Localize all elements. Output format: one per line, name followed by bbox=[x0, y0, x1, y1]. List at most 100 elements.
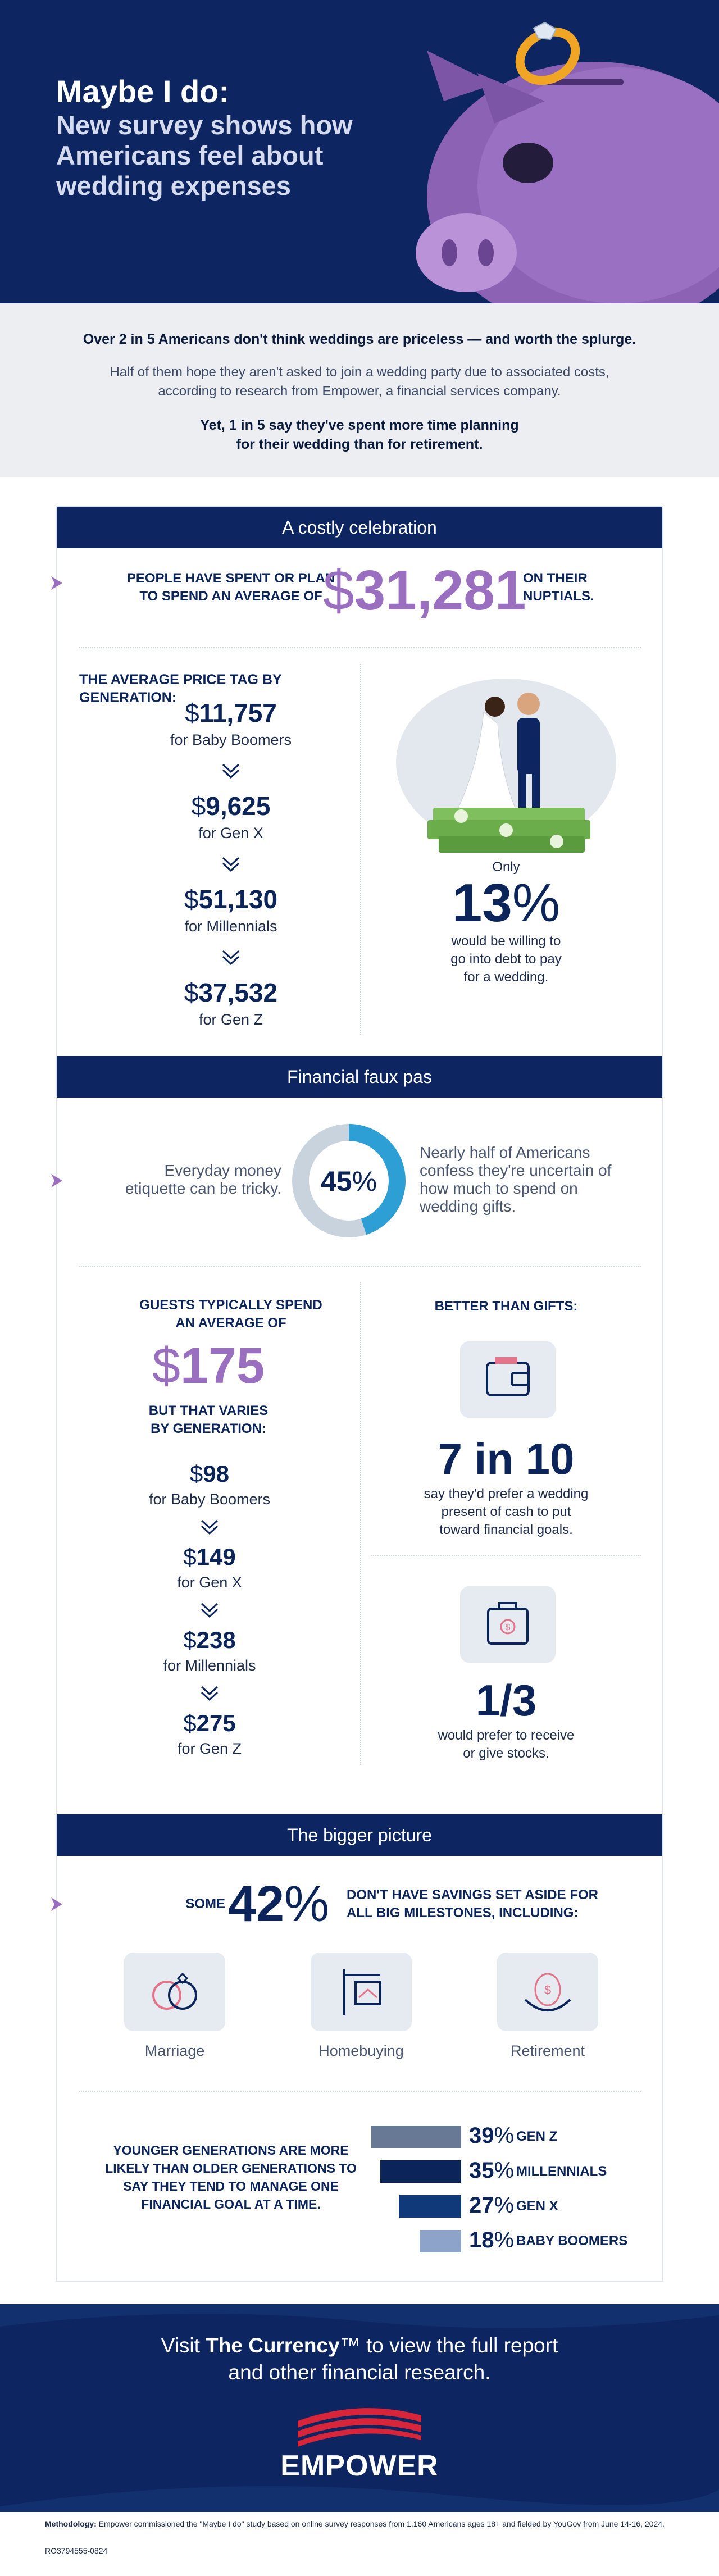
arrow-right-icon bbox=[51, 576, 62, 590]
methodology-note: Methodology: Empower commissioned the "M… bbox=[45, 2519, 674, 2528]
milestone-marriage-label: Marriage bbox=[144, 2042, 205, 2059]
nest-egg-icon: $ bbox=[524, 1973, 571, 2011]
svg-text:$: $ bbox=[506, 1623, 511, 1632]
guests-spend-amount: 175 bbox=[180, 1338, 265, 1394]
generation-bar-chart: 39% GEN Z 35% MILLENNIALS 27% GEN X 18% BABY BO… bbox=[57, 507, 662, 2281]
intro-yet: Yet, 1 in 5 say they've spent more time … bbox=[0, 416, 719, 454]
gen-price-boomers: $11,757 bbox=[147, 698, 315, 728]
section-header-bigger: The bigger picture bbox=[57, 1814, 662, 1856]
varies-line1: BUT THAT VARIES bbox=[148, 1403, 269, 1418]
piggy-bank-illustration bbox=[416, 21, 719, 303]
some-label: SOME bbox=[185, 1896, 225, 1911]
gift-uncertain-line2: confess they're uncertain of bbox=[420, 1162, 612, 1179]
bar-gen-x bbox=[399, 2195, 461, 2218]
currency-symbol: $ bbox=[185, 698, 199, 727]
milestone-homebuying-label: Homebuying bbox=[318, 2042, 404, 2059]
intro-yet-line2: for their wedding than for retirement. bbox=[236, 436, 483, 452]
younger-line4: FINANCIAL GOAL AT A TIME. bbox=[141, 2197, 321, 2211]
hero-title: Maybe I do: New survey shows how America… bbox=[56, 73, 393, 201]
guests-spend-line1: GUESTS TYPICALLY SPEND bbox=[139, 1298, 322, 1313]
gift-uncertain-line4: wedding gifts. bbox=[420, 1198, 516, 1215]
chevron-down-icon bbox=[222, 763, 240, 779]
percent-sign: % bbox=[352, 1166, 377, 1197]
bar-value-number: 27 bbox=[469, 2193, 494, 2218]
donut-value: 45% bbox=[292, 1165, 406, 1198]
percent-sign: % bbox=[284, 1876, 330, 1932]
chevron-down-icon bbox=[201, 1686, 219, 1701]
content-card: A costly celebration PEOPLE HAVE SPENT O… bbox=[51, 506, 663, 2282]
currency-symbol: $ bbox=[183, 1710, 197, 1736]
intro-yet-line1: Yet, 1 in 5 say they've spent more time … bbox=[200, 417, 519, 433]
bar-category-label: GEN Z bbox=[516, 2129, 558, 2144]
percent-sign: % bbox=[512, 873, 561, 933]
trademark: ™ bbox=[339, 2334, 361, 2357]
average-spend-label: PEOPLE HAVE SPENT OR PLAN TO SPEND AN AV… bbox=[124, 570, 338, 606]
chevron-down-icon bbox=[222, 950, 240, 966]
bar-value-label: 39% bbox=[469, 2123, 514, 2149]
currency-symbol: $ bbox=[183, 1544, 197, 1570]
chevron-down-icon bbox=[201, 1519, 219, 1535]
debt-number: 13 bbox=[452, 873, 512, 933]
third-caption-line1: would prefer to receive bbox=[438, 1728, 575, 1743]
etiquette-text-line2: etiquette can be tricky. bbox=[125, 1180, 281, 1197]
bar-category-label: MILLENNIALS bbox=[516, 2164, 607, 2179]
rings-icon bbox=[152, 1972, 197, 2010]
footer-banner: Visit The Currency™ to view the full rep… bbox=[0, 2304, 719, 2512]
house-icon-box bbox=[311, 1953, 412, 2031]
divider bbox=[360, 1282, 361, 1765]
bar-value-label: 35% bbox=[469, 2158, 514, 2183]
methodology-text: Empower commissioned the "Maybe I do" st… bbox=[96, 2519, 665, 2528]
visit-line1: Visit The Currency™ to view the full rep… bbox=[0, 2332, 719, 2359]
gen-price-genx: $9,625 bbox=[147, 791, 315, 821]
wedding-couple-illustration bbox=[396, 679, 616, 853]
etiquette-text: Everyday money etiquette can be tricky. bbox=[90, 1162, 281, 1198]
average-spend-amount: 31,281 bbox=[354, 559, 526, 622]
bar-millennials bbox=[380, 2160, 461, 2183]
divider bbox=[79, 1266, 641, 1267]
gift-millennials: $238 bbox=[125, 1627, 294, 1654]
currency-symbol: $ bbox=[152, 1338, 180, 1394]
debt-caption-line1: would be willing to bbox=[451, 934, 561, 949]
gift-genx-label: for Gen X bbox=[177, 1574, 242, 1591]
average-spend-suffix: ON THEIR NUPTIALS. bbox=[523, 570, 635, 606]
bar-value-label: 27% bbox=[469, 2193, 514, 2218]
empower-flag-logo-icon bbox=[298, 2408, 421, 2447]
arrow-right-icon bbox=[51, 1897, 62, 1911]
average-spend-suffix-line2: NUPTIALS. bbox=[523, 589, 594, 604]
better-than-gifts-label: BETTER THAN GIFTS: bbox=[434, 1299, 578, 1314]
currency-symbol: $ bbox=[323, 559, 354, 622]
average-spend-label-line1: PEOPLE HAVE SPENT OR PLAN bbox=[126, 571, 335, 586]
amount: 238 bbox=[196, 1627, 236, 1653]
document-code: RO3794555-0824 bbox=[45, 2546, 108, 2555]
seven-caption-line2: present of cash to put bbox=[441, 1504, 571, 1519]
generation-price-heading: THE AVERAGE PRICE TAG BY GENERATION: bbox=[79, 672, 282, 706]
gift-genz: $275 bbox=[125, 1710, 294, 1737]
guests-spend-line2: AN AVERAGE OF bbox=[175, 1316, 286, 1331]
donut-number: 45 bbox=[320, 1166, 352, 1197]
arrow-right-icon bbox=[51, 1174, 62, 1187]
currency-symbol: $ bbox=[184, 978, 199, 1007]
intro-headline: Over 2 in 5 Americans don't think weddin… bbox=[83, 331, 636, 347]
savings-number: 42 bbox=[227, 1876, 285, 1932]
divider bbox=[79, 647, 641, 648]
methodology-label: Methodology: bbox=[45, 2519, 97, 2528]
footer-wave-decoration bbox=[0, 2304, 719, 2512]
the-currency-link[interactable]: The Currency bbox=[206, 2334, 340, 2357]
section-header-costly: A costly celebration bbox=[57, 507, 662, 548]
gen-price-genz: $37,532 bbox=[147, 977, 315, 1008]
savings-stat: 42% bbox=[208, 1877, 349, 1931]
varies-line2: BY GENERATION: bbox=[151, 1421, 266, 1436]
gift-uncertain-line1: Nearly half of Americans bbox=[420, 1144, 590, 1161]
percent-sign: % bbox=[494, 2193, 515, 2218]
intro-paragraph-line2: according to research from Empower, a fi… bbox=[158, 384, 561, 399]
guests-spend-value: $175 bbox=[113, 1339, 304, 1393]
wallet-icon bbox=[486, 1357, 530, 1396]
gift-millennials-label: for Millennials bbox=[163, 1657, 256, 1674]
debt-caption-line2: go into debt to pay bbox=[450, 952, 562, 967]
debt-stat: 13% bbox=[416, 875, 596, 931]
intro-panel: Over 2 in 5 Americans don't think weddin… bbox=[0, 303, 719, 477]
visit-text: Visit The Currency™ to view the full rep… bbox=[0, 2332, 719, 2386]
average-spend-suffix-line1: ON THEIR bbox=[523, 571, 588, 586]
nest-egg-icon-box: $ bbox=[497, 1953, 598, 2031]
briefcase-icon: $ bbox=[487, 1602, 529, 1645]
